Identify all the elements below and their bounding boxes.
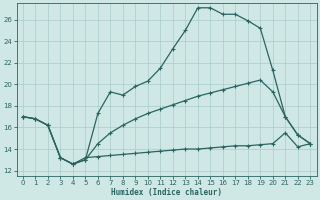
X-axis label: Humidex (Indice chaleur): Humidex (Indice chaleur) <box>111 188 222 197</box>
